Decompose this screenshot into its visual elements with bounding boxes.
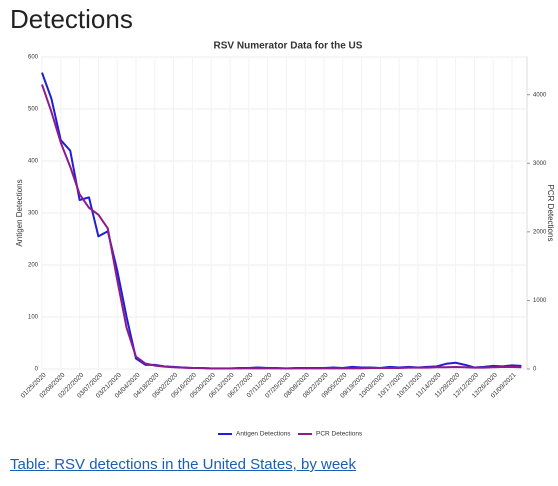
legend-label: PCR Detections (316, 431, 363, 438)
y-tick-label: 400 (28, 159, 39, 165)
series-line (41, 72, 522, 370)
series-line (41, 84, 522, 370)
y-axis-label: Antigen Detections (15, 179, 24, 246)
y-tick-label: 0 (35, 367, 39, 373)
y-tick-label: 300 (28, 211, 39, 217)
y-tick-label: 100 (28, 315, 39, 321)
page-header: Detections (10, 4, 133, 34)
y2-tick-label: 0 (533, 367, 537, 373)
y2-tick-label: 2000 (533, 229, 547, 235)
y2-tick-label: 1000 (533, 298, 547, 304)
chart: RSV Numerator Data for the US Antigen De… (15, 41, 555, 438)
y2-tick-label: 4000 (533, 92, 547, 98)
chart-title: RSV Numerator Data for the US (214, 41, 363, 52)
legend-label: Antigen Detections (236, 431, 291, 438)
y-tick-label: 600 (28, 55, 39, 61)
y2-axis-label: PCR Detections (546, 185, 555, 242)
table-link[interactable]: Table: RSV detections in the United Stat… (10, 456, 357, 473)
y-tick-label: 200 (28, 263, 39, 269)
y2-tick-label: 3000 (533, 161, 547, 167)
y-tick-label: 500 (28, 107, 39, 113)
